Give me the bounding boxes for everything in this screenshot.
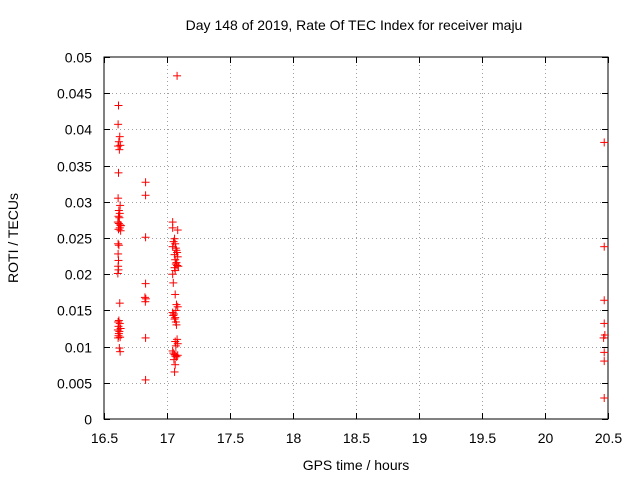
- data-point: [115, 132, 124, 141]
- y-tick-label: 0.015: [57, 303, 92, 319]
- data-point: [115, 145, 124, 154]
- x-tick-label: 17.5: [217, 430, 244, 446]
- data-point: [173, 71, 182, 80]
- data-point: [172, 300, 181, 309]
- data-point: [114, 194, 123, 203]
- data-point: [173, 226, 182, 235]
- data-point: [115, 344, 124, 353]
- data-point: [116, 141, 125, 150]
- data-point: [168, 223, 177, 232]
- x-tick-label: 19: [412, 430, 428, 446]
- data-point: [114, 101, 123, 110]
- data-point: [174, 262, 183, 271]
- data-point: [116, 201, 125, 210]
- data-point: [114, 142, 123, 151]
- data-point: [173, 335, 182, 344]
- y-tick-label: 0.05: [65, 50, 92, 66]
- y-tick-label: 0.02: [65, 267, 92, 283]
- data-point: [171, 341, 180, 350]
- x-tick-label: 18: [286, 430, 302, 446]
- data-point: [170, 367, 179, 376]
- data-point: [115, 299, 124, 308]
- data-point: [114, 212, 123, 221]
- y-tick-label: 0.04: [65, 122, 92, 138]
- y-tick-label: 0.03: [65, 195, 92, 211]
- data-points: [113, 71, 609, 403]
- data-point: [168, 270, 177, 279]
- data-point: [141, 279, 150, 288]
- data-point: [169, 355, 178, 364]
- data-point: [600, 296, 609, 305]
- data-point: [171, 360, 180, 369]
- data-point: [113, 325, 122, 334]
- data-point: [113, 269, 122, 278]
- data-point: [600, 348, 609, 357]
- data-point: [141, 297, 150, 306]
- data-point: [114, 239, 123, 248]
- data-point: [173, 351, 182, 360]
- x-tick-label: 20.5: [595, 430, 622, 446]
- data-point: [171, 290, 180, 299]
- data-point: [172, 246, 181, 255]
- x-tick-label: 20: [538, 430, 554, 446]
- data-point: [115, 213, 124, 222]
- data-point: [171, 313, 180, 322]
- data-point: [141, 178, 150, 187]
- data-point: [173, 302, 182, 311]
- data-point: [600, 394, 609, 403]
- data-point: [141, 233, 150, 242]
- data-point: [141, 333, 150, 342]
- y-axis-label: ROTI / TECUs: [5, 193, 21, 283]
- data-point: [116, 347, 125, 356]
- data-point: [600, 357, 609, 366]
- y-tick-label: 0: [84, 412, 92, 428]
- data-point: [114, 265, 123, 274]
- data-point: [141, 191, 150, 200]
- data-point: [600, 242, 609, 251]
- data-point: [600, 319, 609, 328]
- chart-title: Day 148 of 2019, Rate Of TEC Index for r…: [186, 17, 523, 33]
- x-tick-label: 16.5: [91, 430, 118, 446]
- data-point: [172, 320, 181, 329]
- x-axis-label: GPS time / hours: [303, 457, 410, 473]
- y-axis-ticks: 0 0.005 0.01 0.015 0.02 0.025 0.03 0.035 0.04 0.0…: [57, 50, 608, 428]
- x-tick-label: 17: [160, 430, 176, 446]
- x-tick-label: 18.5: [343, 430, 370, 446]
- grid-lines: [104, 57, 608, 419]
- data-point: [169, 310, 178, 319]
- y-tick-label: 0.035: [57, 159, 92, 175]
- data-point: [116, 226, 125, 235]
- data-point: [114, 241, 123, 250]
- y-tick-label: 0.01: [65, 340, 92, 356]
- data-point: [600, 138, 609, 147]
- data-point: [114, 225, 123, 234]
- data-point: [114, 168, 123, 177]
- y-tick-label: 0.025: [57, 231, 92, 247]
- data-point: [169, 278, 178, 287]
- data-point: [114, 137, 123, 146]
- data-point: [116, 333, 125, 342]
- x-axis-ticks: 16.5 17 17.5 18 18.5 19 19.5 20 20.5: [91, 57, 622, 446]
- data-point: [599, 333, 608, 342]
- y-tick-label: 0.005: [57, 376, 92, 392]
- data-point: [114, 333, 123, 342]
- y-tick-label: 0.045: [57, 86, 92, 102]
- data-point: [141, 375, 150, 384]
- data-point: [114, 120, 123, 129]
- x-tick-label: 19.5: [469, 430, 496, 446]
